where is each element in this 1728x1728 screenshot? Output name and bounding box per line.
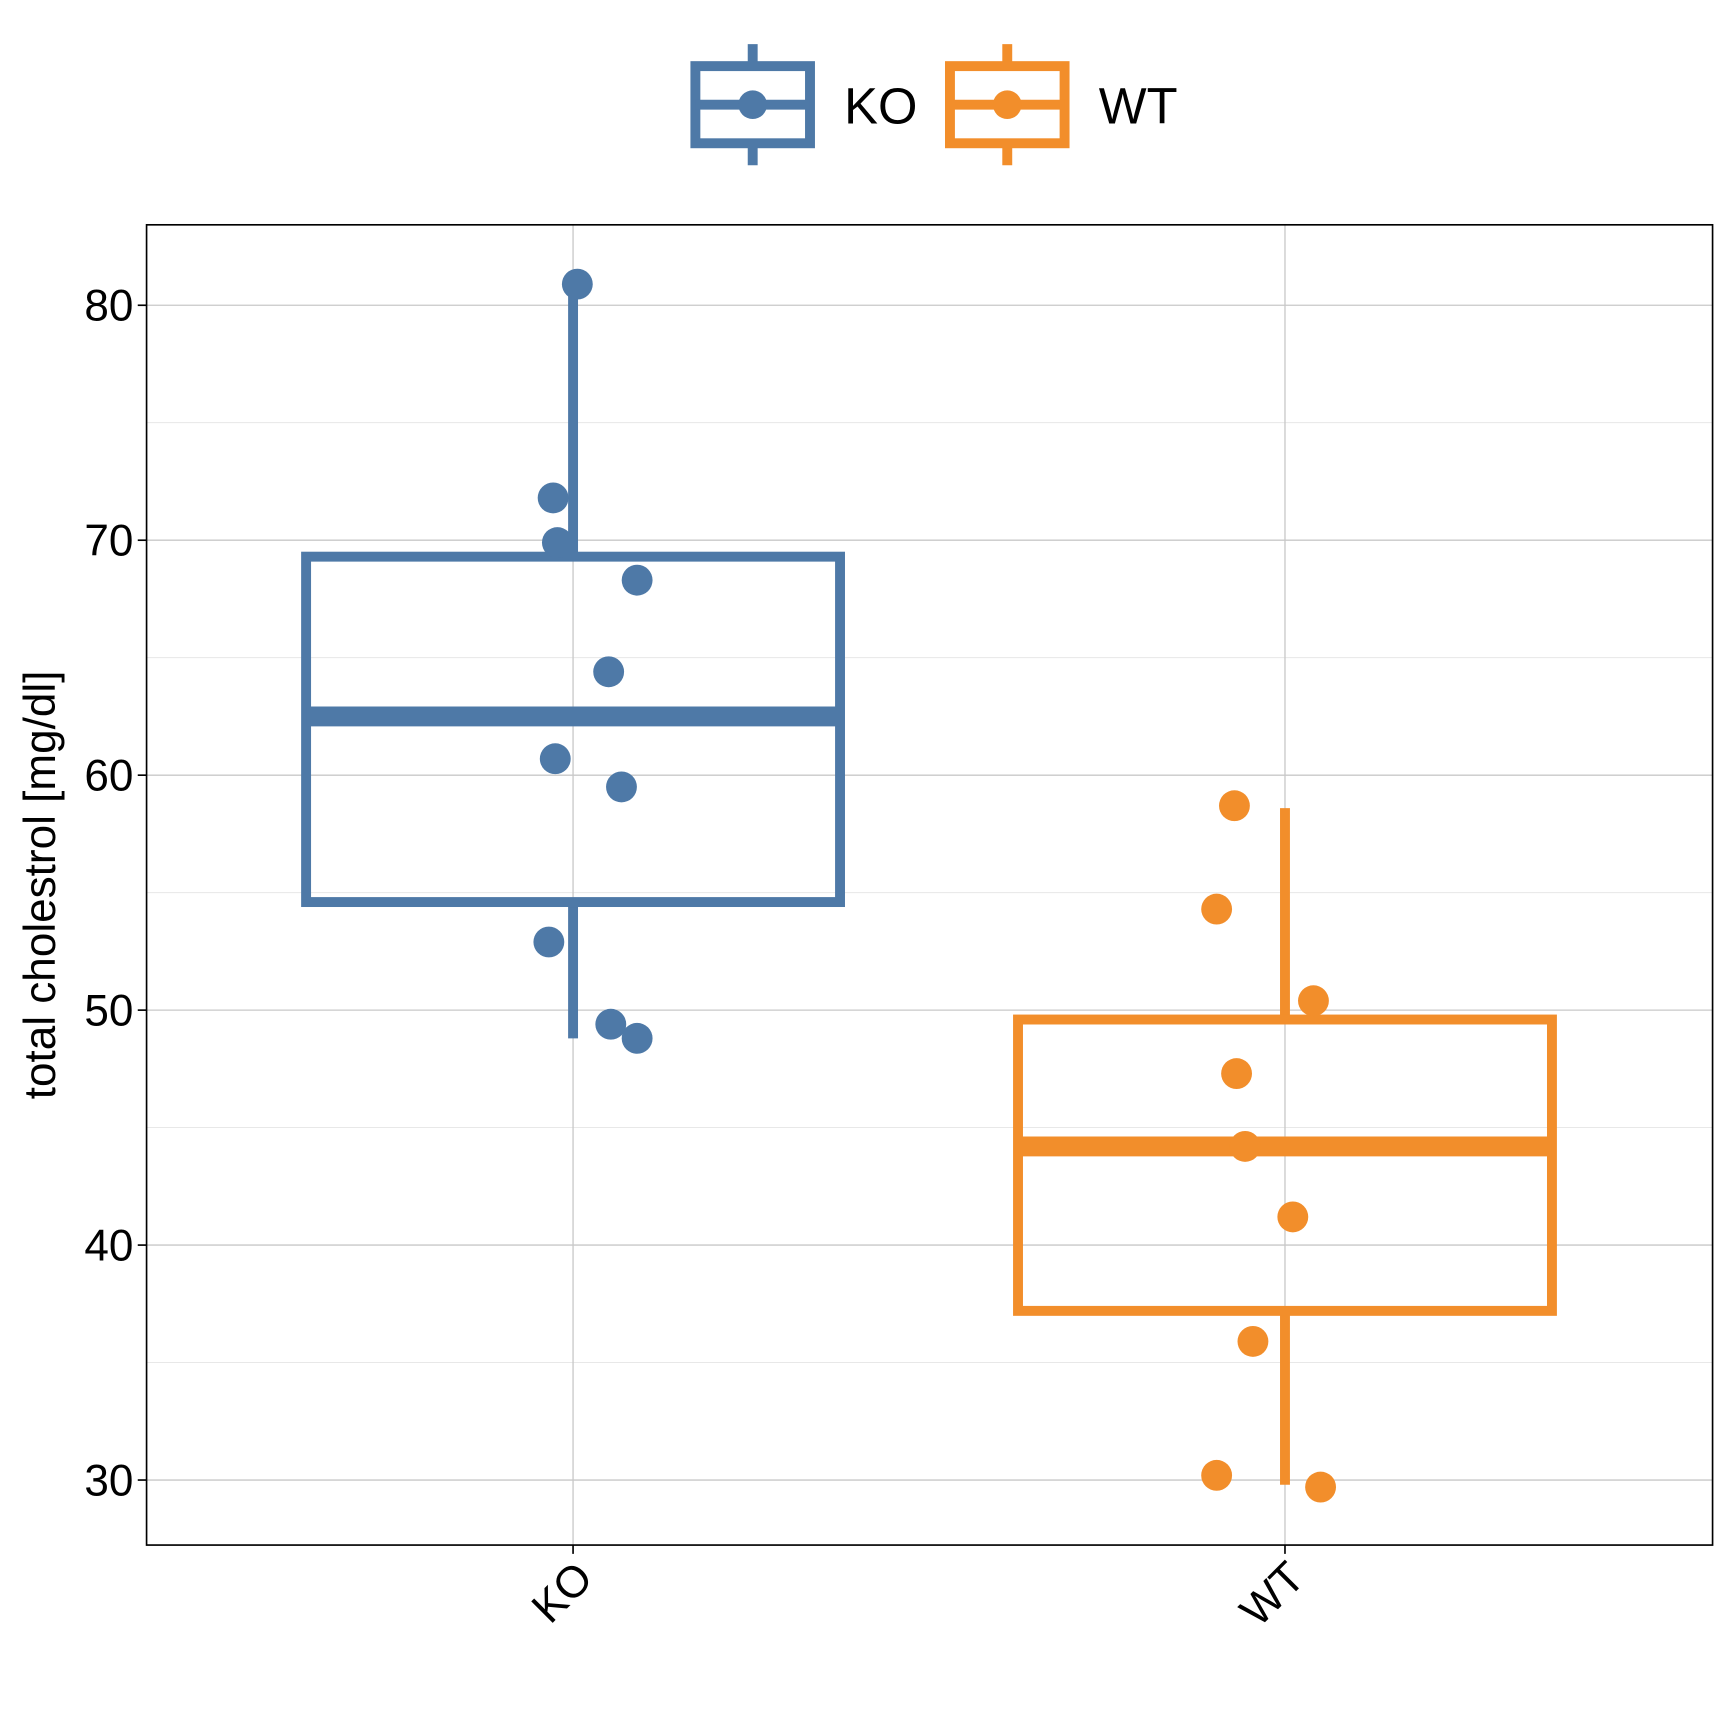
legend-item-ko: KO	[690, 44, 917, 166]
axes: 30 40 50 60 70 80 KO WT	[84, 282, 1314, 1636]
data-point	[1201, 1459, 1233, 1491]
y-tick-label: 60	[84, 752, 133, 801]
data-point	[1277, 1201, 1309, 1233]
y-axis-label: total cholestrol [mg/dl]	[16, 671, 65, 1100]
data-point	[561, 268, 593, 300]
legend: KO WT	[690, 44, 1178, 166]
data-point	[537, 482, 569, 514]
data-point	[621, 564, 653, 596]
y-tick-label: 30	[84, 1456, 133, 1505]
legend-label: WT	[1099, 77, 1178, 134]
grid	[146, 224, 1713, 1546]
legend-item-wt: WT	[945, 44, 1178, 166]
legend-key-point	[992, 90, 1022, 120]
y-tick-label: 50	[84, 987, 133, 1036]
data-point	[606, 771, 637, 803]
data-point	[621, 1022, 653, 1054]
data-point	[539, 743, 571, 775]
data-point	[1219, 790, 1250, 822]
data-point	[1305, 1471, 1337, 1503]
data-point	[1298, 985, 1329, 1017]
data-point	[541, 527, 573, 558]
y-tick-label: 70	[84, 517, 133, 566]
data-point	[595, 1008, 627, 1040]
y-tick-label: 40	[84, 1222, 133, 1271]
data-point	[1229, 1130, 1261, 1162]
data-point	[533, 926, 565, 958]
data-point	[1237, 1325, 1269, 1357]
plot-marks	[301, 268, 1557, 1503]
box-group-ko	[301, 268, 845, 1054]
box	[301, 551, 845, 908]
data-point	[1221, 1058, 1252, 1089]
data-point	[1201, 893, 1233, 925]
y-tick-label: 80	[84, 282, 133, 331]
x-tick-label: KO	[522, 1553, 602, 1633]
legend-label: KO	[844, 77, 917, 134]
legend-key-point	[738, 90, 768, 120]
data-point	[593, 656, 625, 688]
box	[1013, 1014, 1557, 1316]
x-tick-label: WT	[1231, 1553, 1314, 1636]
box-group-wt	[1013, 790, 1557, 1503]
plot-panel-border	[145, 223, 1714, 1546]
